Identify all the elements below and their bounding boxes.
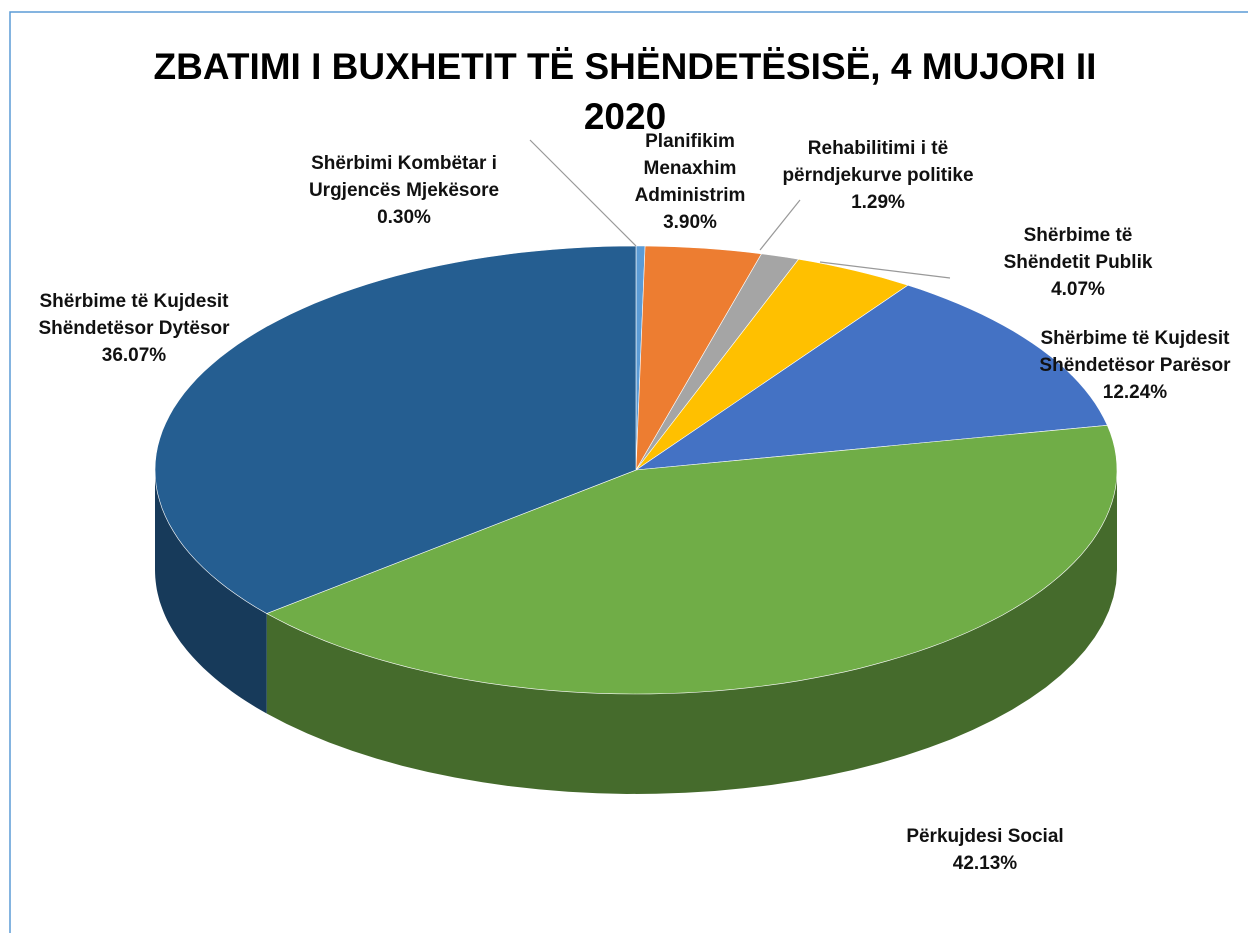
leader-line [529,139,637,247]
data-label: Shërbime të Kujdesit Shëndetësor Parësor… [1015,325,1248,406]
slice-side [155,470,267,714]
label-value: 0.30% [377,207,431,228]
label-name: Shërbimi Kombëtar i Urgjencës Mjekësore [308,153,500,201]
data-label: Përkujdesi Social 42.13% [885,823,1085,877]
label-value: 42.13% [952,853,1018,874]
label-name: Përkujdesi Social [906,826,1064,847]
data-label: Rehabilitimi i të përndjekurve politike 1… [778,135,978,216]
label-name: Shërbime të Kujdesit Shëndetësor Parësor [1039,328,1231,376]
label-name: Planifikim Menaxhim Administrim [634,131,746,206]
chart-frame [9,11,1248,933]
slice [154,245,637,614]
leader-line [759,199,801,251]
leader-line [819,261,951,279]
label-value: 3.90% [663,212,717,233]
label-value: 36.07% [101,345,167,366]
data-label: Shërbime të Shëndetit Publik 4.07% [978,222,1178,303]
slice [635,284,1108,471]
data-label: Shërbime të Kujdesit Shëndetësor Dytësor… [14,288,254,369]
pie [154,245,1118,794]
slice [635,245,762,471]
label-name: Rehabilitimi i të përndjekurve politike [782,138,974,186]
slice [635,258,909,471]
data-label: Planifikim Menaxhim Administrim 3.90% [615,128,765,236]
label-value: 1.29% [851,192,905,213]
data-label: Shërbimi Kombëtar i Urgjencës Mjekësore 0… [274,150,534,231]
slice-side [266,470,1117,794]
label-name: Shërbime të Kujdesit Shëndetësor Dytësor [38,291,230,339]
slice [265,424,1118,695]
leader-lines [529,139,951,279]
label-name: Shërbime të Shëndetit Publik [1003,225,1153,273]
label-value: 4.07% [1051,279,1105,300]
label-value: 12.24% [1102,382,1168,403]
chart-title: ZBATIMI I BUXHETIT TË SHËNDETËSISË, 4 MU… [153,46,1097,137]
